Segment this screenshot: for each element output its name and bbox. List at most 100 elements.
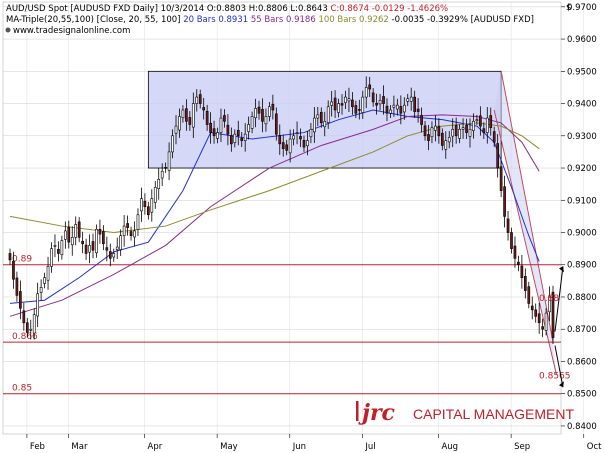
- x-tick-label: Mar: [71, 442, 88, 452]
- candle-body: [437, 125, 441, 137]
- candle-body: [337, 103, 340, 113]
- y-tick-label: 0.9600: [567, 35, 597, 45]
- candle-body: [8, 253, 12, 261]
- x-tick-label: May: [220, 442, 238, 452]
- x-tick-label: Oct: [587, 442, 602, 452]
- ma-title: MA-Triple(20,55,100) [Close, 20, 55, 100…: [6, 15, 183, 25]
- level-label: 0.85: [12, 384, 32, 394]
- x-tick-label: Aug: [441, 442, 458, 452]
- candle-body: [523, 276, 527, 291]
- candle-body: [285, 144, 289, 151]
- y-tick-label: 0.9700: [567, 3, 597, 13]
- candle-body: [295, 132, 299, 134]
- y-tick-label: 0.9100: [567, 196, 597, 206]
- y-tick-label: 0.9500: [567, 67, 597, 77]
- candle-body: [302, 140, 306, 148]
- up-arrow-icon: [554, 266, 564, 332]
- candle-body: [171, 135, 174, 153]
- candle-body: [240, 138, 244, 141]
- x-tick-label: Feb: [30, 442, 45, 452]
- candle-body: [506, 218, 510, 233]
- candle-body: [299, 136, 302, 140]
- candle-body: [198, 94, 202, 104]
- candle-body: [458, 129, 461, 139]
- candle-body: [147, 206, 150, 216]
- candle-body: [91, 241, 95, 251]
- candle-body: [39, 287, 43, 293]
- candle-body: [119, 235, 123, 250]
- candles: [8, 76, 555, 344]
- candle-body: [413, 96, 416, 112]
- candle-body: [520, 265, 524, 278]
- y-tick-label: 0.9300: [567, 132, 597, 142]
- candle-body: [36, 293, 40, 317]
- candle-body: [316, 114, 320, 119]
- candle-body: [233, 133, 237, 143]
- candle-body: [292, 135, 295, 140]
- candle-body: [64, 230, 67, 240]
- y-tick-label: 0.8800: [567, 293, 597, 303]
- candle-body: [250, 116, 254, 129]
- candle-body: [364, 87, 368, 98]
- candle-body: [392, 104, 396, 108]
- candle-body: [306, 140, 309, 147]
- candle-body: [209, 122, 212, 133]
- candle-body: [98, 228, 102, 235]
- candle-body: [534, 309, 538, 317]
- candle-body: [472, 120, 475, 131]
- candle-body: [160, 170, 164, 179]
- target-up-label: 0.88: [539, 294, 559, 304]
- website-label: www.tradesignalonline.com: [13, 26, 130, 36]
- candle-body: [12, 260, 15, 280]
- candle-body: [333, 97, 337, 111]
- candle-body: [230, 135, 233, 145]
- y-tick-label: 0.8400: [567, 422, 597, 432]
- close-value: C:0.8674 -0.0129 -1.4626%: [330, 4, 448, 14]
- candle-body: [465, 124, 468, 133]
- candle-body: [174, 125, 178, 134]
- candle-body: [108, 251, 112, 259]
- candle-body: [479, 115, 482, 127]
- candle-body: [496, 143, 500, 169]
- candle-body: [537, 313, 541, 324]
- candle-body: [544, 312, 548, 331]
- candle-body: [70, 237, 74, 246]
- logo-text: jrc: [358, 400, 396, 426]
- candle-body: [185, 108, 188, 122]
- candle-body: [288, 138, 292, 154]
- candle-body: [236, 130, 240, 137]
- candle-body: [492, 131, 496, 143]
- candle-body: [278, 135, 282, 145]
- y-tick-label: 0.8900: [567, 261, 597, 271]
- candle-body: [326, 106, 330, 123]
- candle-body: [382, 96, 385, 104]
- candle-body: [15, 277, 19, 296]
- candle-body: [406, 98, 410, 102]
- candle-body: [344, 96, 347, 103]
- ma-line-55-bars: [9, 114, 540, 317]
- candle-body: [434, 125, 437, 131]
- candle-body: [420, 115, 423, 125]
- candle-body: [247, 124, 250, 132]
- ma20-label: 20 Bars 0.8931: [183, 15, 248, 25]
- candle-body: [133, 230, 136, 238]
- candle-body: [340, 103, 344, 106]
- candle-body: [115, 246, 119, 250]
- candle-body: [216, 132, 219, 139]
- candle-body: [60, 240, 64, 256]
- header-line-1: AUD/USD Spot [AUDUSD FXD Daily] 10/3/201…: [6, 4, 448, 14]
- candle-body: [164, 167, 167, 169]
- target-down-label: 0.8565: [539, 372, 571, 382]
- candle-body: [126, 223, 129, 228]
- candle-body: [416, 108, 420, 112]
- candle-body: [451, 129, 455, 137]
- candle-body: [122, 225, 126, 237]
- x-tick-label: Sep: [514, 442, 530, 452]
- candle-body: [84, 244, 88, 254]
- candle-body: [46, 266, 50, 281]
- candle-body: [281, 142, 285, 149]
- brand-logo: jrc CAPITAL MANAGEMENT: [356, 400, 574, 426]
- level-label: 0.89: [12, 255, 32, 265]
- candle-body: [368, 84, 372, 90]
- candle-body: [468, 129, 472, 137]
